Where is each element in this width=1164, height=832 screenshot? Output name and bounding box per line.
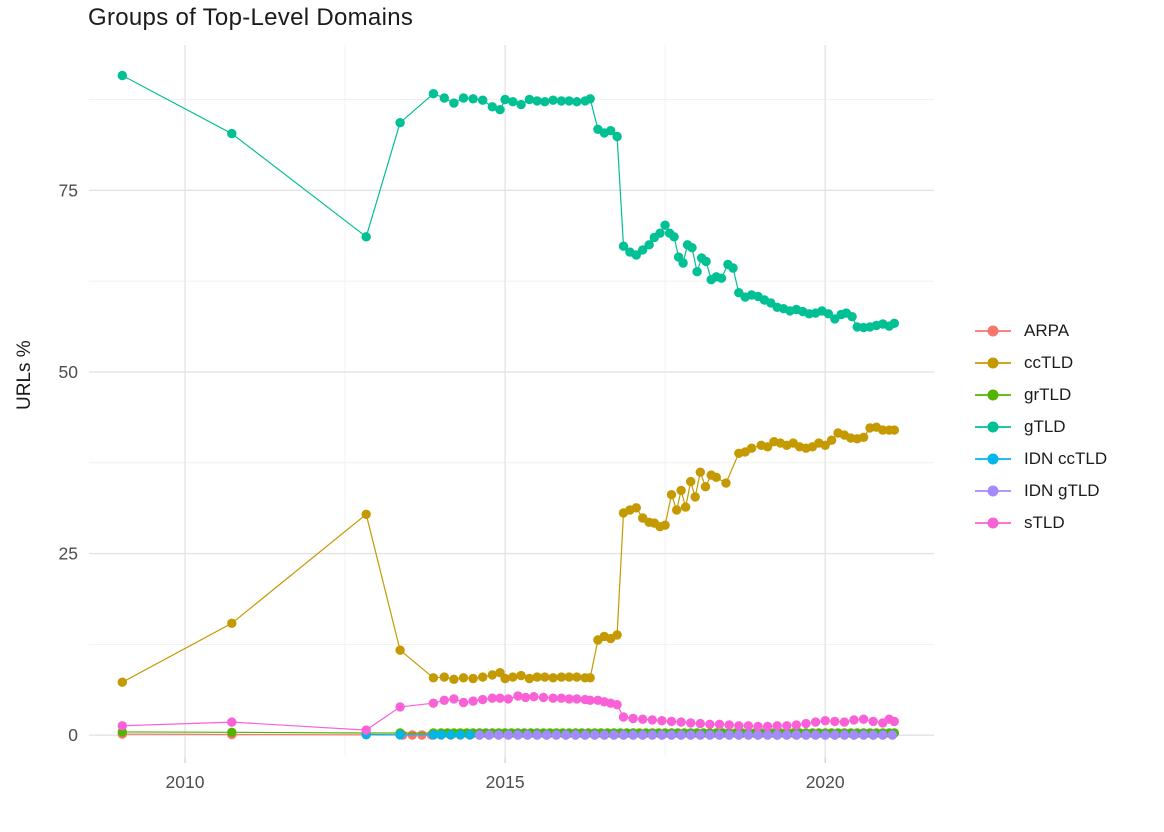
legend-item-cctld: ccTLD [974, 352, 1107, 374]
legend-label: grTLD [1024, 385, 1071, 405]
gridlines-minor [89, 45, 934, 757]
series-stld [118, 691, 899, 735]
legend-key-icon [974, 418, 1012, 436]
x-tick-label: 2015 [486, 772, 525, 792]
legend-item-idn-cctld: IDN ccTLD [974, 448, 1107, 470]
legend-label: sTLD [1024, 513, 1065, 533]
y-tick-label: 25 [59, 544, 78, 564]
legend-item-arpa: ARPA [974, 320, 1107, 342]
y-axis-title: URLs % [14, 340, 36, 410]
y-tick-label: 0 [68, 725, 78, 745]
legend-label: ARPA [1024, 321, 1069, 341]
legend-item-gtld: gTLD [974, 416, 1107, 438]
legend-label: ccTLD [1024, 353, 1073, 373]
series-cctld [118, 423, 899, 687]
legend-key-icon [974, 322, 1012, 340]
series-line [122, 76, 894, 328]
legend-label: gTLD [1024, 417, 1066, 437]
series-gtld [118, 71, 899, 333]
legend-key-icon [974, 514, 1012, 532]
legend-key-icon [974, 354, 1012, 372]
legend-key-icon [974, 386, 1012, 404]
y-tick-label: 75 [59, 180, 78, 200]
legend-label: IDN ccTLD [1024, 449, 1107, 469]
gridlines-major [89, 45, 934, 757]
legend-key-icon [974, 482, 1012, 500]
y-tick-label: 50 [59, 362, 79, 382]
legend-item-idn-gtld: IDN gTLD [974, 480, 1107, 502]
legend-item-stld: sTLD [974, 512, 1107, 534]
legend-key-icon [974, 450, 1012, 468]
x-tick-label: 2010 [166, 772, 205, 792]
legend-item-grtld: grTLD [974, 384, 1107, 406]
legend-label: IDN gTLD [1024, 481, 1100, 501]
chart-title: Groups of Top-Level Domains [88, 4, 413, 32]
x-tick-label: 2020 [806, 772, 845, 792]
chart-legend: ARPA ccTLD grTLD gTLD IDN ccTLD IDN gTLD sTLD [974, 320, 1107, 534]
